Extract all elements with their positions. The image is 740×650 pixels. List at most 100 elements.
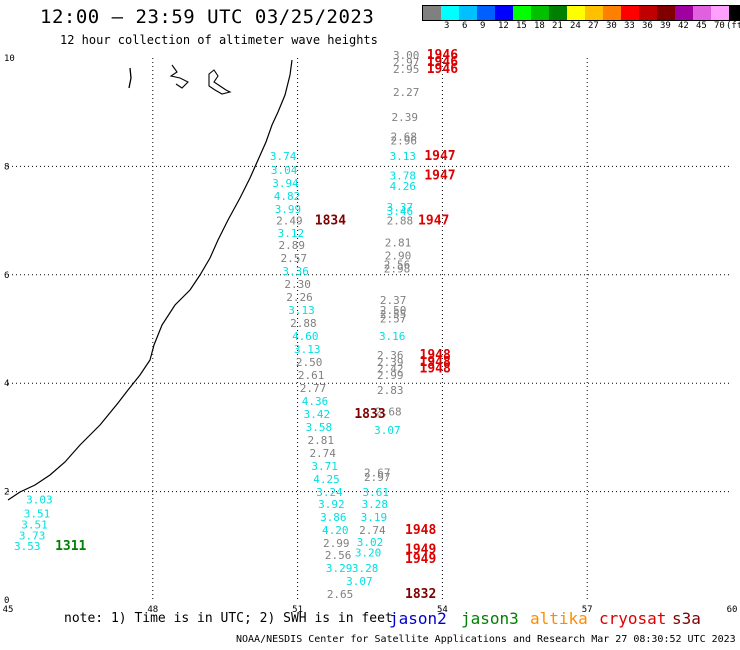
wave-height-label: 3.61: [363, 486, 390, 499]
footnote: note: 1) Time is in UTC; 2) SWH is in fe…: [64, 611, 393, 626]
scale-swatch: [441, 6, 459, 20]
scale-label: 21: [552, 21, 563, 31]
wave-height-label: 2.55: [380, 308, 407, 321]
pass-time-label: 1948: [420, 355, 451, 370]
lat-tick-label: 4: [4, 379, 9, 389]
wave-height-label: 2.97: [364, 471, 391, 484]
island-a: [128, 67, 132, 89]
wave-height-label: 2.36: [377, 349, 404, 362]
coastline: [7, 59, 293, 501]
wave-height-label: 2.88: [387, 214, 414, 227]
scale-label: 3: [444, 21, 450, 31]
wave-height-label: 2.26: [286, 291, 313, 304]
scale-label: 39: [660, 21, 671, 31]
lon-tick-label: 51: [292, 605, 303, 615]
scale-swatch: [495, 6, 513, 20]
wave-height-label: 3.71: [311, 460, 338, 473]
scale-swatch: [513, 6, 531, 20]
scale-label: 18: [534, 21, 545, 31]
scale-label: 6: [462, 21, 468, 31]
wave-height-label: 3.53: [14, 540, 41, 553]
wave-height-label: 2.81: [308, 434, 335, 447]
wave-height-label: 3.28: [352, 562, 379, 575]
legend-jason3: jason3: [461, 609, 519, 628]
scale-label: 12: [498, 21, 509, 31]
wave-height-label: 2.97: [393, 56, 420, 69]
pass-time-label: 1311: [55, 539, 86, 554]
scale-swatch: [567, 6, 585, 20]
scale-swatch: [531, 6, 549, 20]
wave-height-label: 2.89: [279, 239, 306, 252]
wave-height-label: 2.90: [385, 250, 412, 263]
wave-height-label: 2.83: [377, 384, 404, 397]
scale-swatch: [585, 6, 603, 20]
wave-height-label: 3.19: [361, 511, 388, 524]
wave-height-label: 3.04: [271, 164, 298, 177]
wave-height-label: 3.99: [275, 203, 302, 216]
wave-height-label: 2.57: [280, 252, 307, 265]
scale-swatch: [621, 6, 639, 20]
wave-height-label: 4.26: [390, 180, 417, 193]
scale-label: 42: [678, 21, 689, 31]
wave-height-label: 3.94: [272, 177, 299, 190]
wave-height-label: 3.24: [316, 486, 343, 499]
scale-swatch: [549, 6, 567, 20]
pass-time-label: 1948: [420, 348, 451, 363]
wave-height-label: 3.86: [320, 511, 347, 524]
wave-height-label: 3.07: [346, 575, 373, 588]
axis-tick-labels: 45 48 51 54 57 60 0 2 4 6 8 10: [3, 54, 738, 615]
scale-swatch: [477, 6, 495, 20]
wave-height-label: 2.65: [327, 588, 354, 601]
wave-height-label: 2.67: [364, 466, 391, 479]
lat-tick-label: 8: [4, 162, 9, 172]
wave-height-label: 2.50: [380, 304, 407, 317]
scale-swatch: [675, 6, 693, 20]
wave-height-label: 3.02: [357, 536, 384, 549]
wave-height-label: 2.99: [323, 537, 350, 550]
wave-height-label: 2.56: [325, 549, 352, 562]
pass-time-label: 1947: [424, 168, 455, 183]
wave-height-label: 2.30: [284, 278, 311, 291]
scale-label: 24: [570, 21, 581, 31]
scale-label: 9: [480, 21, 486, 31]
lat-tick-label: 6: [4, 271, 9, 281]
lon-tick-label: 57: [582, 605, 593, 615]
scale-label: 30: [606, 21, 617, 31]
wave-height-label: 2.61: [298, 369, 325, 382]
wave-height-label: 4.60: [292, 330, 319, 343]
scale-label: 70: [714, 21, 725, 31]
pass-time-label: 1946: [427, 62, 458, 77]
legend-s3a: s3a: [672, 609, 701, 628]
pass-time-label: 1946: [427, 55, 458, 70]
wave-height-label: 3.07: [374, 424, 401, 437]
scale-swatch: [711, 6, 729, 20]
wave-height-label: 3.74: [270, 150, 297, 163]
lat-lon-grid: [8, 58, 732, 600]
scale-swatch: [729, 6, 740, 20]
scale-label: 45: [696, 21, 707, 31]
wave-height-label: 2.96: [391, 135, 418, 148]
wave-height-label: 3.37: [387, 201, 414, 214]
credit-line: NOAA/NESDIS Center for Satellite Applica…: [236, 634, 736, 645]
scale-swatch: [603, 6, 621, 20]
wave-height-label: 4.25: [313, 473, 340, 486]
scale-unit: (ft): [726, 21, 740, 31]
wave-height-label: 3.78: [390, 169, 417, 182]
wave-height-label: 2.37: [380, 294, 407, 307]
lat-tick-label: 0: [4, 596, 9, 606]
pass-time-label: 1946: [427, 48, 458, 63]
wave-height-label: 2.68: [375, 406, 402, 419]
pass-time-label: 1832: [405, 587, 436, 602]
pass-time-label: 1949: [405, 542, 436, 557]
wave-height-label: 3.92: [318, 498, 345, 511]
scale-label: 36: [642, 21, 653, 31]
scale-swatch: [459, 6, 477, 20]
lon-tick-label: 48: [147, 605, 158, 615]
wave-height-label: 3.13: [390, 150, 417, 163]
wave-height-label: 2.68: [391, 130, 418, 143]
wave-height-label: 2.39: [392, 111, 419, 124]
map-title: 12:00 – 23:59 UTC 03/25/2023: [40, 6, 375, 28]
lon-tick-label: 45: [3, 605, 14, 615]
lat-tick-label: 2: [4, 488, 9, 498]
